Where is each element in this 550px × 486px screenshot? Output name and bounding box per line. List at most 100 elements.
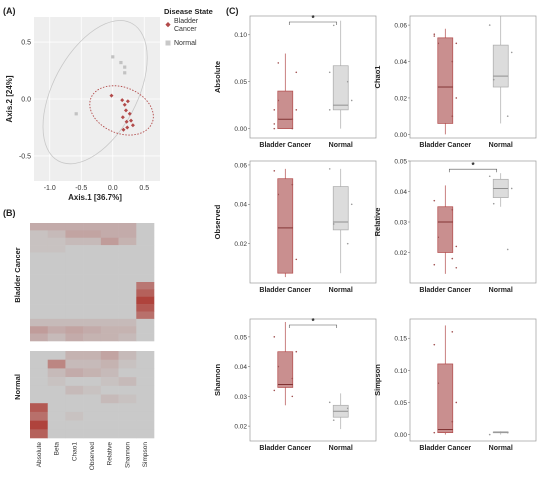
boxplot-category-label: Normal [489, 142, 513, 149]
heatmap-cell [100, 237, 119, 246]
heatmap-cell [30, 245, 49, 253]
boxplot-jitter-point [328, 71, 331, 74]
heatmap-cell [136, 326, 155, 334]
boxplot-jitter-point [328, 168, 331, 170]
heatmap-cell [30, 296, 49, 305]
heatmap-cell [100, 377, 119, 387]
legend-normal-marker [165, 40, 171, 46]
heatmap-cell [30, 326, 49, 334]
boxplot-jitter-point [437, 382, 440, 385]
boxplot-title: Shannon [213, 364, 222, 396]
heatmap-cell [136, 282, 155, 290]
pcoa-y-tick-label: 0.5 [21, 40, 31, 47]
heatmap-cell [30, 411, 49, 421]
heatmap-cell [65, 326, 84, 334]
heatmap-cell [136, 311, 155, 320]
heatmap-cell [30, 267, 49, 275]
boxplot-jitter-point [277, 99, 280, 102]
heatmap-cell [118, 326, 137, 334]
heatmap-cell [83, 333, 102, 342]
boxplot-box [332, 65, 349, 111]
heatmap-cell [65, 296, 84, 305]
boxplot-y-tick-label: 0.05 [394, 158, 407, 165]
legend-bladder-label: Bladder Cancer [174, 18, 200, 33]
heatmap-cell [65, 420, 84, 430]
boxplot-frame [409, 15, 537, 139]
heatmap-cell [118, 394, 137, 404]
heatmap-cell [118, 368, 137, 378]
heatmap-cell [47, 245, 66, 253]
heatmap-cell [30, 385, 49, 395]
bladder-sample-point [120, 98, 125, 103]
boxplot-frame [249, 15, 377, 139]
heatmap-cell [30, 377, 49, 387]
boxplot-jitter-point [291, 377, 294, 380]
heatmap-cell [47, 311, 66, 320]
heatmap-cell [83, 237, 102, 246]
normal-sample-point [74, 112, 78, 116]
boxplot-jitter-point [346, 80, 349, 83]
boxplot-jitter-point [277, 365, 280, 368]
boxplot-jitter-point [273, 123, 276, 125]
boxplot-title: Chao1 [373, 66, 382, 89]
heatmap-column-label: Absolute [36, 442, 43, 468]
heatmap-cell [118, 274, 137, 283]
boxplot-jitter-point [433, 263, 436, 266]
boxplot-y-tick-label: 0.04 [234, 202, 247, 209]
pcoa-x-tick-label: 0.5 [139, 185, 149, 192]
heatmap-cell [118, 377, 137, 387]
boxplot-jitter-point [433, 343, 436, 346]
heatmap-group-label-normal: Normal [13, 374, 22, 400]
heatmap-cell [30, 252, 49, 261]
heatmap-cell [83, 403, 102, 413]
heatmap-cell [65, 403, 84, 413]
boxplot-frame [409, 318, 537, 442]
heatmap-cell [136, 359, 155, 369]
bladder-sample-point [127, 111, 132, 116]
heatmap-cell [83, 411, 102, 421]
heatmap-column-label: Shannon [124, 442, 131, 468]
heatmap-cell [65, 304, 84, 312]
heatmap-cell [47, 318, 66, 327]
boxplot-y-tick-label: 0.05 [234, 334, 247, 341]
normal-group-ellipse [42, 20, 148, 165]
heatmap-cell [65, 259, 84, 268]
boxplot-y-tick-label: 0.00 [234, 126, 247, 133]
heatmap-cell [100, 304, 119, 312]
heatmap-cell [65, 351, 84, 360]
heatmap-cell [65, 333, 84, 342]
boxplot-category-label: Normal [489, 287, 513, 294]
heatmap-cell [30, 259, 49, 268]
boxplot-jitter-point [295, 258, 298, 261]
pcoa-gridlines [34, 17, 160, 181]
boxplot-category-label: Bladder Cancer [419, 287, 471, 294]
heatmap-cell [30, 237, 49, 246]
boxplot-jitter-point [492, 202, 495, 205]
heatmap-cell [47, 351, 66, 360]
heatmap-cell [30, 420, 49, 430]
significance-star: * [311, 14, 315, 23]
heatmap-cells [30, 223, 155, 439]
boxplot-jitter-point [295, 350, 298, 353]
heatmap-cell [47, 237, 66, 246]
heatmap-cell [83, 359, 102, 369]
heatmap-cell [47, 304, 66, 312]
heatmap-cell [118, 259, 137, 268]
heatmap-cell [100, 252, 119, 261]
heatmap-cell [65, 377, 84, 387]
boxplot-y-tick-label: 0.00 [394, 132, 407, 139]
boxplot-y-tick-label: 0.02 [394, 250, 407, 257]
boxplot-jitter-point [506, 248, 509, 251]
pcoa-x-tick-label: -1.0 [44, 185, 56, 192]
boxplot-jitter-point [295, 71, 298, 74]
heatmap-cell [30, 282, 49, 290]
heatmap-cell [136, 411, 155, 421]
heatmap-cell [136, 304, 155, 312]
heatmap-cell [100, 351, 119, 360]
heatmap-cell [65, 368, 84, 378]
heatmap-cell [100, 267, 119, 275]
heatmap-cell [136, 429, 155, 439]
heatmap-cell [136, 420, 155, 430]
heatmap-cell [136, 267, 155, 275]
heatmap-cell [47, 252, 66, 261]
